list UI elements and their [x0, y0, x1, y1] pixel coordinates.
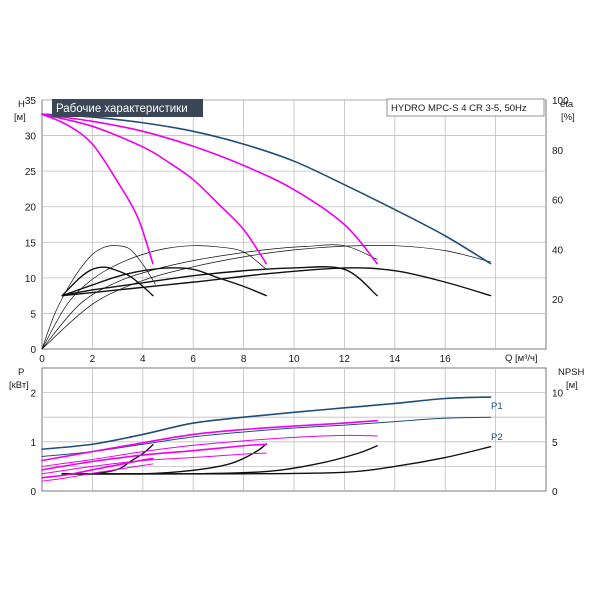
head-tick-label: 35 — [25, 96, 37, 107]
head-axis-unit: [м] — [14, 112, 26, 123]
eta-tick-label: 100 — [552, 96, 569, 107]
flow-tick-label: 16 — [440, 354, 452, 365]
head-tick-label: 15 — [25, 238, 37, 249]
power-curve — [41, 434, 378, 467]
p1-series-label: P1 — [491, 401, 503, 412]
flow-tick-label: 6 — [190, 354, 196, 365]
head-panel: 0 2 4 6 8 10 12 14 16 0 5 10 15 20 25 30 35 20 40 60 80 100… — [14, 96, 575, 365]
head-tick-labels: 0 5 10 15 20 25 30 35 — [25, 96, 37, 356]
eta-tick-label: 80 — [552, 146, 564, 157]
npsh-tick-label: 5 — [552, 438, 558, 449]
efficiency-curve — [41, 244, 378, 350]
power-curve — [41, 463, 154, 482]
power-curve — [41, 452, 267, 475]
head-tick-label: 10 — [25, 274, 37, 285]
head-tick-label: 25 — [25, 167, 37, 178]
head-curve — [41, 113, 492, 265]
eta-tick-label: 60 — [552, 196, 564, 207]
power-curve — [41, 416, 492, 458]
efficiency-curve — [41, 245, 267, 350]
head-curve — [41, 113, 268, 265]
npsh-axis-unit: [м] — [566, 380, 578, 391]
power-tick-label: 2 — [30, 389, 36, 400]
efficiency-curve-bold — [61, 267, 267, 297]
chart-title-box — [52, 99, 203, 117]
eta-tick-labels: 20 40 60 80 100 — [552, 96, 569, 306]
power-tick-label: 0 — [30, 487, 36, 498]
npsh-tick-labels: 0 5 10 — [552, 389, 564, 498]
eta-tick-label: 20 — [552, 295, 564, 306]
efficiency-curve-bold — [61, 266, 154, 297]
efficiency-curve — [41, 244, 491, 350]
power-curve — [41, 457, 154, 479]
eta-axis-unit: [%] — [561, 112, 575, 123]
eta-tick-label: 40 — [552, 245, 564, 256]
head-tick-label: 30 — [25, 132, 37, 143]
power-tick-labels: 0 1 2 — [30, 389, 36, 498]
head-curve — [41, 113, 378, 265]
flow-tick-label: 10 — [288, 354, 300, 365]
head-tick-label: 0 — [30, 345, 36, 356]
power-curve — [41, 419, 378, 462]
head-tick-label: 20 — [25, 203, 37, 214]
flow-tick-label: 4 — [140, 354, 146, 365]
flow-tick-label: 14 — [389, 354, 401, 365]
efficiency-curve — [41, 245, 156, 350]
head-curves — [41, 113, 492, 350]
flow-tick-label: 2 — [90, 354, 96, 365]
chart-title: Рабочие характеристики — [56, 103, 188, 115]
head-axis-label: H — [18, 99, 25, 110]
power-tick-label: 1 — [30, 438, 36, 449]
head-tick-label: 5 — [30, 309, 36, 320]
power-curve — [41, 443, 268, 471]
head-curve — [41, 113, 154, 265]
p2-series-label: P2 — [491, 432, 503, 443]
npsh-curve — [61, 446, 492, 475]
model-label-box — [386, 98, 545, 117]
flow-tick-labels: 0 2 4 6 8 10 12 14 16 — [39, 354, 451, 365]
power-panel: 0 1 2 0 5 10 P [кВт] NPSH [м] P1 P2 — [9, 367, 585, 498]
power-curve — [41, 396, 492, 450]
flow-axis-label: Q [м³/ч] — [505, 353, 538, 364]
flow-tick-label: 8 — [241, 354, 247, 365]
eta-axis-label: eta — [560, 99, 574, 110]
power-axis-label: P — [18, 367, 24, 378]
flow-tick-label: 0 — [39, 354, 45, 365]
power-curves — [41, 396, 492, 482]
flow-tick-label: 12 — [339, 354, 351, 365]
model-label: HYDRO MPC-S 4 CR 3-5, 50Hz — [391, 103, 527, 114]
npsh-axis-label: NPSH — [558, 367, 585, 378]
efficiency-curve-bold — [61, 267, 492, 297]
npsh-tick-label: 10 — [552, 389, 564, 400]
npsh-tick-label: 0 — [552, 487, 558, 498]
head-grid — [42, 99, 546, 349]
power-grid — [42, 368, 546, 491]
power-axis-unit: [кВт] — [9, 380, 29, 391]
